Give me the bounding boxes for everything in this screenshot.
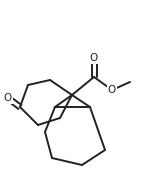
Text: O: O	[108, 85, 116, 95]
Text: O: O	[90, 53, 98, 63]
Text: O: O	[4, 93, 12, 103]
